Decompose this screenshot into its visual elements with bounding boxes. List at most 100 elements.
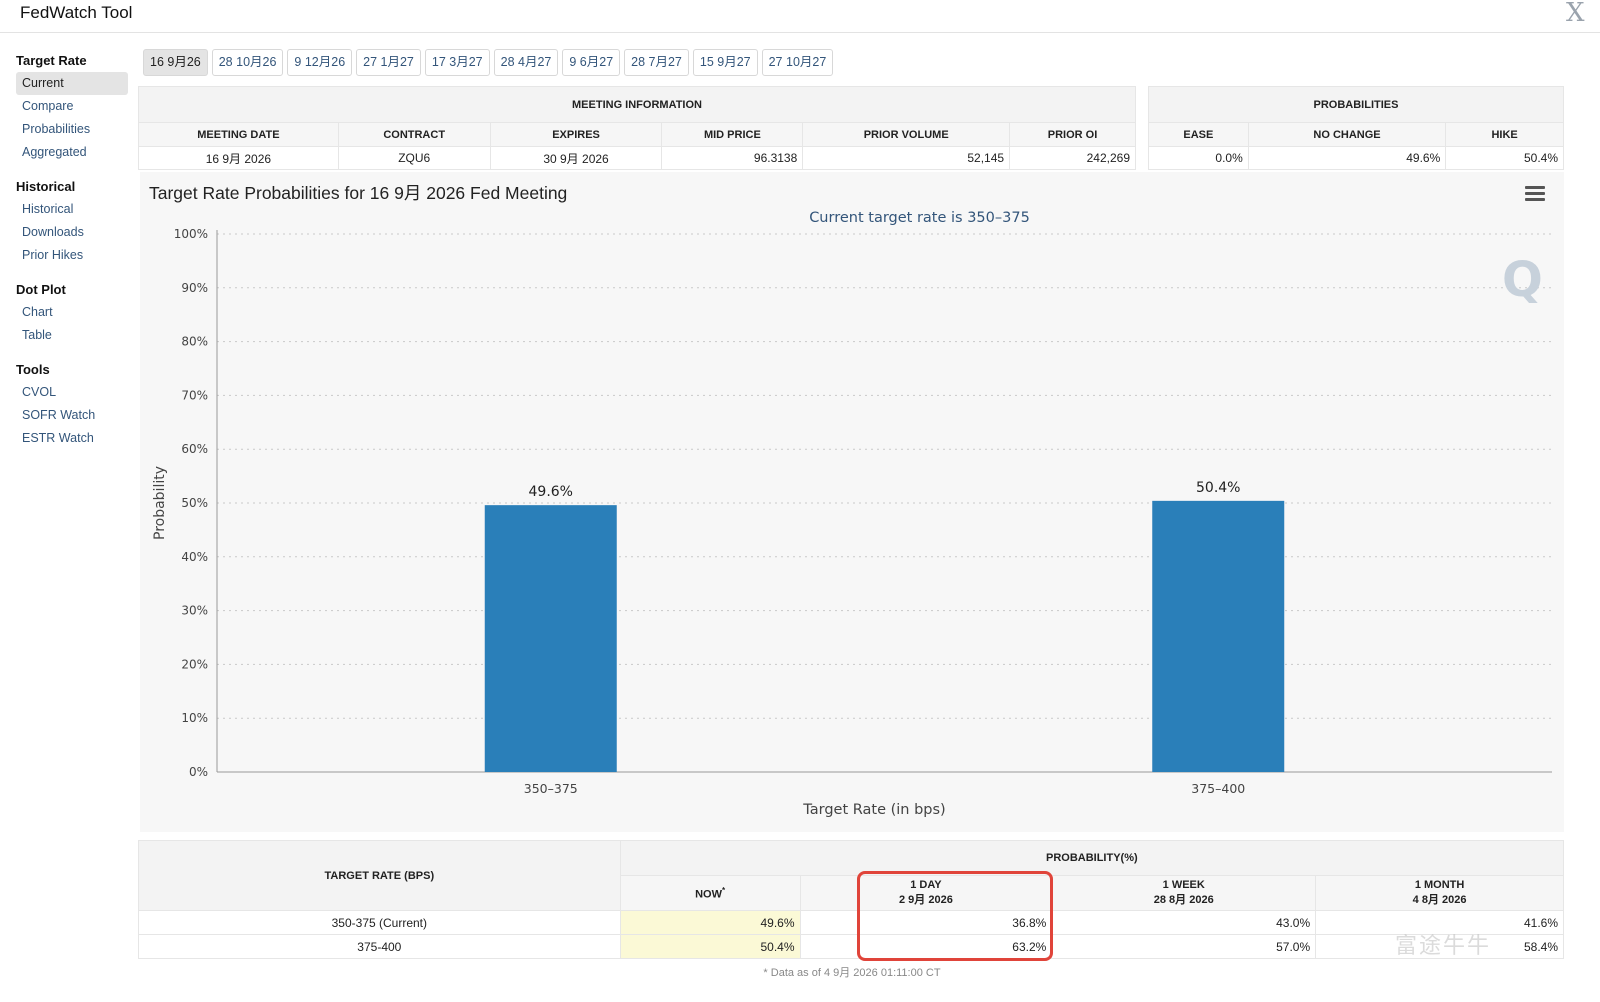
tab-meeting-8[interactable]: 15 9月27 <box>692 49 758 76</box>
row-rate-label: 375-400 <box>138 934 621 959</box>
y-tick-label: 80% <box>181 335 208 349</box>
tab-meeting-5[interactable]: 28 4月27 <box>493 49 559 76</box>
sidebar-item-probabilities[interactable]: Probabilities <box>22 122 91 136</box>
app-title: FedWatch Tool <box>20 3 133 22</box>
col-1week-date: 28 8月 2026 <box>1153 894 1214 906</box>
mid-price-value: 96.3138 <box>661 146 804 170</box>
sidebar-item-sofr-watch[interactable]: SOFR Watch <box>22 408 96 422</box>
chart-panel: Current target rate is 350–375 0% 10% 20% 30… <box>140 172 1564 832</box>
tab-meeting-7[interactable]: 28 7月27 <box>624 49 689 76</box>
tab-meeting-3[interactable]: 27 1月27 <box>356 49 421 76</box>
target-rate-header: TARGET RATE (BPS) <box>138 840 621 911</box>
col-1day-date: 2 9月 2026 <box>899 894 953 906</box>
q-logo: Q <box>1502 252 1543 308</box>
close-icon[interactable]: X <box>1566 0 1585 28</box>
sidebar-item-current[interactable]: Current <box>16 72 128 95</box>
ease-value: 0.0% <box>1148 146 1249 170</box>
meeting-info-table: MEETING INFORMATION MEETING DATE CONTRAC… <box>138 86 1136 170</box>
hike-header: HIKE <box>1445 122 1564 147</box>
y-tick-label: 20% <box>181 657 208 671</box>
row-1week-value: 43.0% <box>1051 910 1317 935</box>
row-1month-value: 58.4% <box>1315 934 1564 959</box>
row-1day-value: 63.2% <box>799 934 1053 959</box>
y-tick-label: 100% <box>174 227 208 241</box>
row-now-value: 50.4% <box>619 934 801 959</box>
y-tick-label: 30% <box>181 604 208 618</box>
chart-title: Target Rate Probabilities for 16 9月 2026… <box>149 183 568 203</box>
col-now-label: NOW <box>695 888 722 901</box>
contract-header: CONTRACT <box>337 122 491 147</box>
sidebar-section-title: Dot Plot <box>16 282 66 297</box>
y-tick-label: 70% <box>181 388 208 402</box>
meeting-date-header: MEETING DATE <box>138 122 339 147</box>
expires-value: 30 9月 2026 <box>489 146 663 170</box>
sidebar-item-cvol[interactable]: CVOL <box>22 385 57 399</box>
probabilities-title: PROBABILITIES <box>1148 86 1564 123</box>
x-tick-label: 375–400 <box>1191 781 1245 796</box>
row-rate-label: 350-375 (Current) <box>138 910 621 935</box>
y-axis-title: Probability <box>152 466 168 540</box>
col-1day-header: 1 DAY 2 9月 2026 <box>799 875 1053 911</box>
sidebar-section-title: Historical <box>16 179 76 194</box>
meeting-info-title: MEETING INFORMATION <box>138 86 1136 123</box>
tab-meeting-2[interactable]: 9 12月26 <box>287 49 353 76</box>
col-1month-date: 4 8月 2026 <box>1412 894 1467 906</box>
app-header: FedWatch Tool X <box>0 0 1600 33</box>
sidebar-item-aggregated[interactable]: Aggregated <box>22 145 87 159</box>
y-tick-label: 60% <box>181 442 208 456</box>
probability-bar-chart: Current target rate is 350–375 0% 10% 20% 30… <box>152 210 1552 818</box>
tab-meeting-6[interactable]: 9 6月27 <box>562 49 621 76</box>
bar-1 <box>1152 500 1285 772</box>
sidebar-item-compare[interactable]: Compare <box>22 99 74 113</box>
col-1month-label: 1 MONTH <box>1414 879 1465 891</box>
y-tick-label: 10% <box>181 711 208 725</box>
sidebar-item-prior-hikes[interactable]: Prior Hikes <box>22 248 84 262</box>
meeting-date-tabs: 16 9月26 28 10月26 9 12月26 27 1月27 17 3月27 28 4… <box>143 49 834 76</box>
no-change-header: NO CHANGE <box>1247 122 1447 147</box>
sidebar-section-title: Target Rate <box>16 53 87 68</box>
tab-meeting-1[interactable]: 28 10月26 <box>211 49 284 76</box>
col-now-header: NOW* <box>619 875 801 911</box>
meeting-date-value: 16 9月 2026 <box>138 146 339 170</box>
sidebar-section-title: Tools <box>16 362 50 377</box>
mid-price-header: MID PRICE <box>661 122 804 147</box>
data-timestamp-footnote: * Data as of 4 9月 2026 01:11:00 CT <box>763 967 941 979</box>
bar-0 <box>484 505 617 772</box>
tab-meeting-9[interactable]: 27 10月27 <box>761 49 834 76</box>
y-tick-label: 40% <box>181 550 208 564</box>
tab-meeting-0[interactable]: 16 9月26 <box>143 49 208 76</box>
sidebar-item-table[interactable]: Table <box>22 328 52 342</box>
prior-oi-value: 242,269 <box>1009 146 1136 170</box>
table-row: 350-375 (Current) 49.6% 36.8% 43.0% 41.6… <box>138 910 1564 935</box>
row-now-value: 49.6% <box>619 910 801 935</box>
y-tick-label: 90% <box>181 281 208 295</box>
sidebar-item-estr-watch[interactable]: ESTR Watch <box>22 431 94 445</box>
table-row: 375-400 50.4% 63.2% 57.0% 58.4% <box>138 934 1564 959</box>
x-tick-label: 350–375 <box>524 781 578 796</box>
x-axis-title: Target Rate (in bps) <box>802 802 945 818</box>
tab-meeting-4[interactable]: 17 3月27 <box>424 49 490 76</box>
probabilities-summary-table: PROBABILITIES EASE NO CHANGE HIKE 0.0% 4… <box>1148 86 1564 170</box>
chart-subtitle: Current target rate is 350–375 <box>809 210 1030 226</box>
prior-volume-value: 52,145 <box>802 146 1011 170</box>
probability-history-table: TARGET RATE (BPS) PROBABILITY(%) NOW* 1 … <box>138 840 1565 959</box>
hike-value: 50.4% <box>1445 146 1564 170</box>
watermark: 富途牛牛 <box>1395 934 1492 959</box>
col-1week-header: 1 WEEK 28 8月 2026 <box>1051 875 1317 911</box>
sidebar-item-historical[interactable]: Historical <box>22 202 74 216</box>
y-tick-label: 0% <box>189 765 208 779</box>
no-change-value: 49.6% <box>1247 146 1447 170</box>
ease-header: EASE <box>1148 122 1249 147</box>
sidebar-item-chart[interactable]: Chart <box>22 305 53 319</box>
col-now-sup: * <box>721 885 726 895</box>
sidebar-item-downloads[interactable]: Downloads <box>22 225 84 239</box>
col-1week-label: 1 WEEK <box>1162 879 1205 891</box>
hamburger-menu-icon[interactable] <box>1525 186 1545 202</box>
probability-group-header: PROBABILITY(%) <box>619 840 1565 876</box>
row-1month-value: 41.6% <box>1315 910 1564 935</box>
col-1day-label: 1 DAY <box>910 879 942 891</box>
contract-value: ZQU6 <box>337 146 491 170</box>
bar-data-label: 49.6% <box>529 484 573 500</box>
prior-oi-header: PRIOR OI <box>1009 122 1136 147</box>
prior-volume-header: PRIOR VOLUME <box>802 122 1011 147</box>
